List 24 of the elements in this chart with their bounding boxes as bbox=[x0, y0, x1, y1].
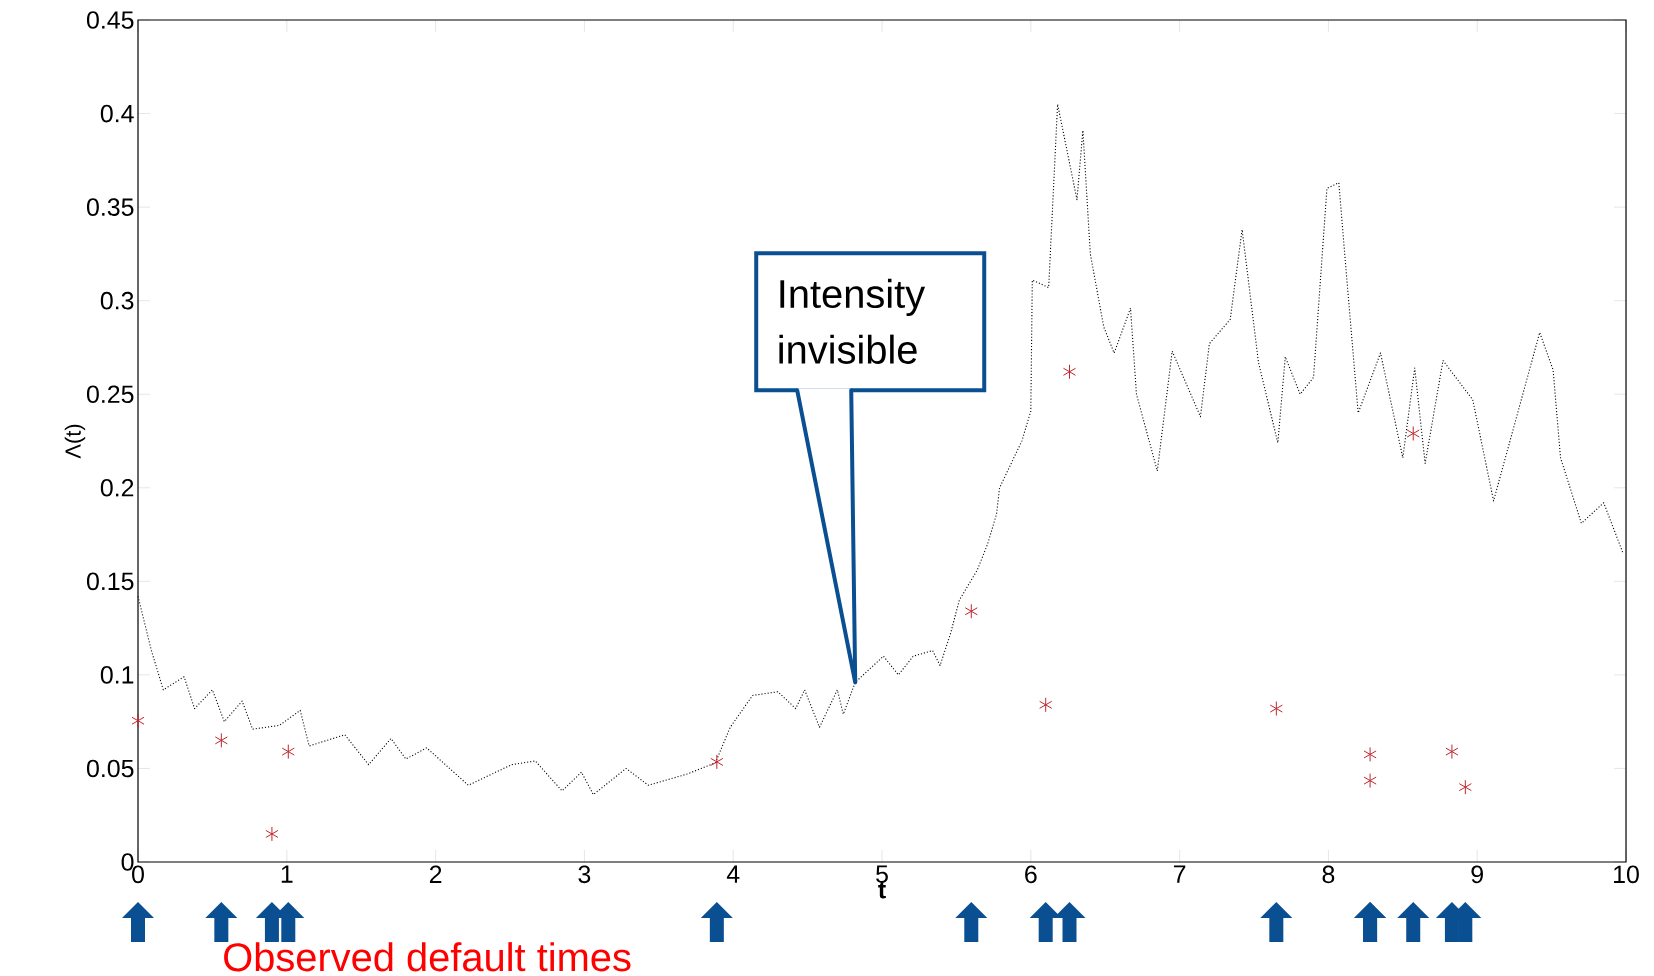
y-tick-label: 0 bbox=[121, 853, 134, 871]
x-tick-label: 2 bbox=[429, 865, 442, 883]
y-tick-label: 0.25 bbox=[86, 385, 134, 404]
x-axis-title: t bbox=[878, 881, 886, 899]
x-tick-label: 4 bbox=[726, 865, 740, 883]
y-tick-label: 0.3 bbox=[100, 291, 134, 310]
x-tick-label: 8 bbox=[1322, 865, 1335, 884]
text: Observed default times bbox=[224, 942, 631, 972]
x-tick-label: 7 bbox=[1173, 865, 1186, 883]
y-tick-label: 0.4 bbox=[100, 104, 134, 123]
x-tick-label: 3 bbox=[578, 865, 591, 884]
x-tick-label: 1 bbox=[281, 865, 293, 883]
y-tick-label: 0.45 bbox=[86, 11, 134, 29]
y-tick-label: 0.15 bbox=[86, 572, 134, 591]
y-tick-label: 0.1 bbox=[100, 666, 134, 684]
y-tick-label: 0.05 bbox=[86, 759, 134, 778]
y-axis-title: Λ(t) bbox=[64, 424, 86, 459]
x-tick-label: 6 bbox=[1025, 865, 1037, 884]
y-tick-label: 0.35 bbox=[86, 198, 134, 216]
y-tick-label: 0.2 bbox=[100, 478, 134, 497]
x-tick-label: 9 bbox=[1471, 865, 1483, 884]
annotation: Intensity invisible bbox=[779, 278, 926, 364]
x-tick-label: 10 bbox=[1614, 865, 1639, 884]
x-tick-label: 5 bbox=[876, 865, 888, 883]
